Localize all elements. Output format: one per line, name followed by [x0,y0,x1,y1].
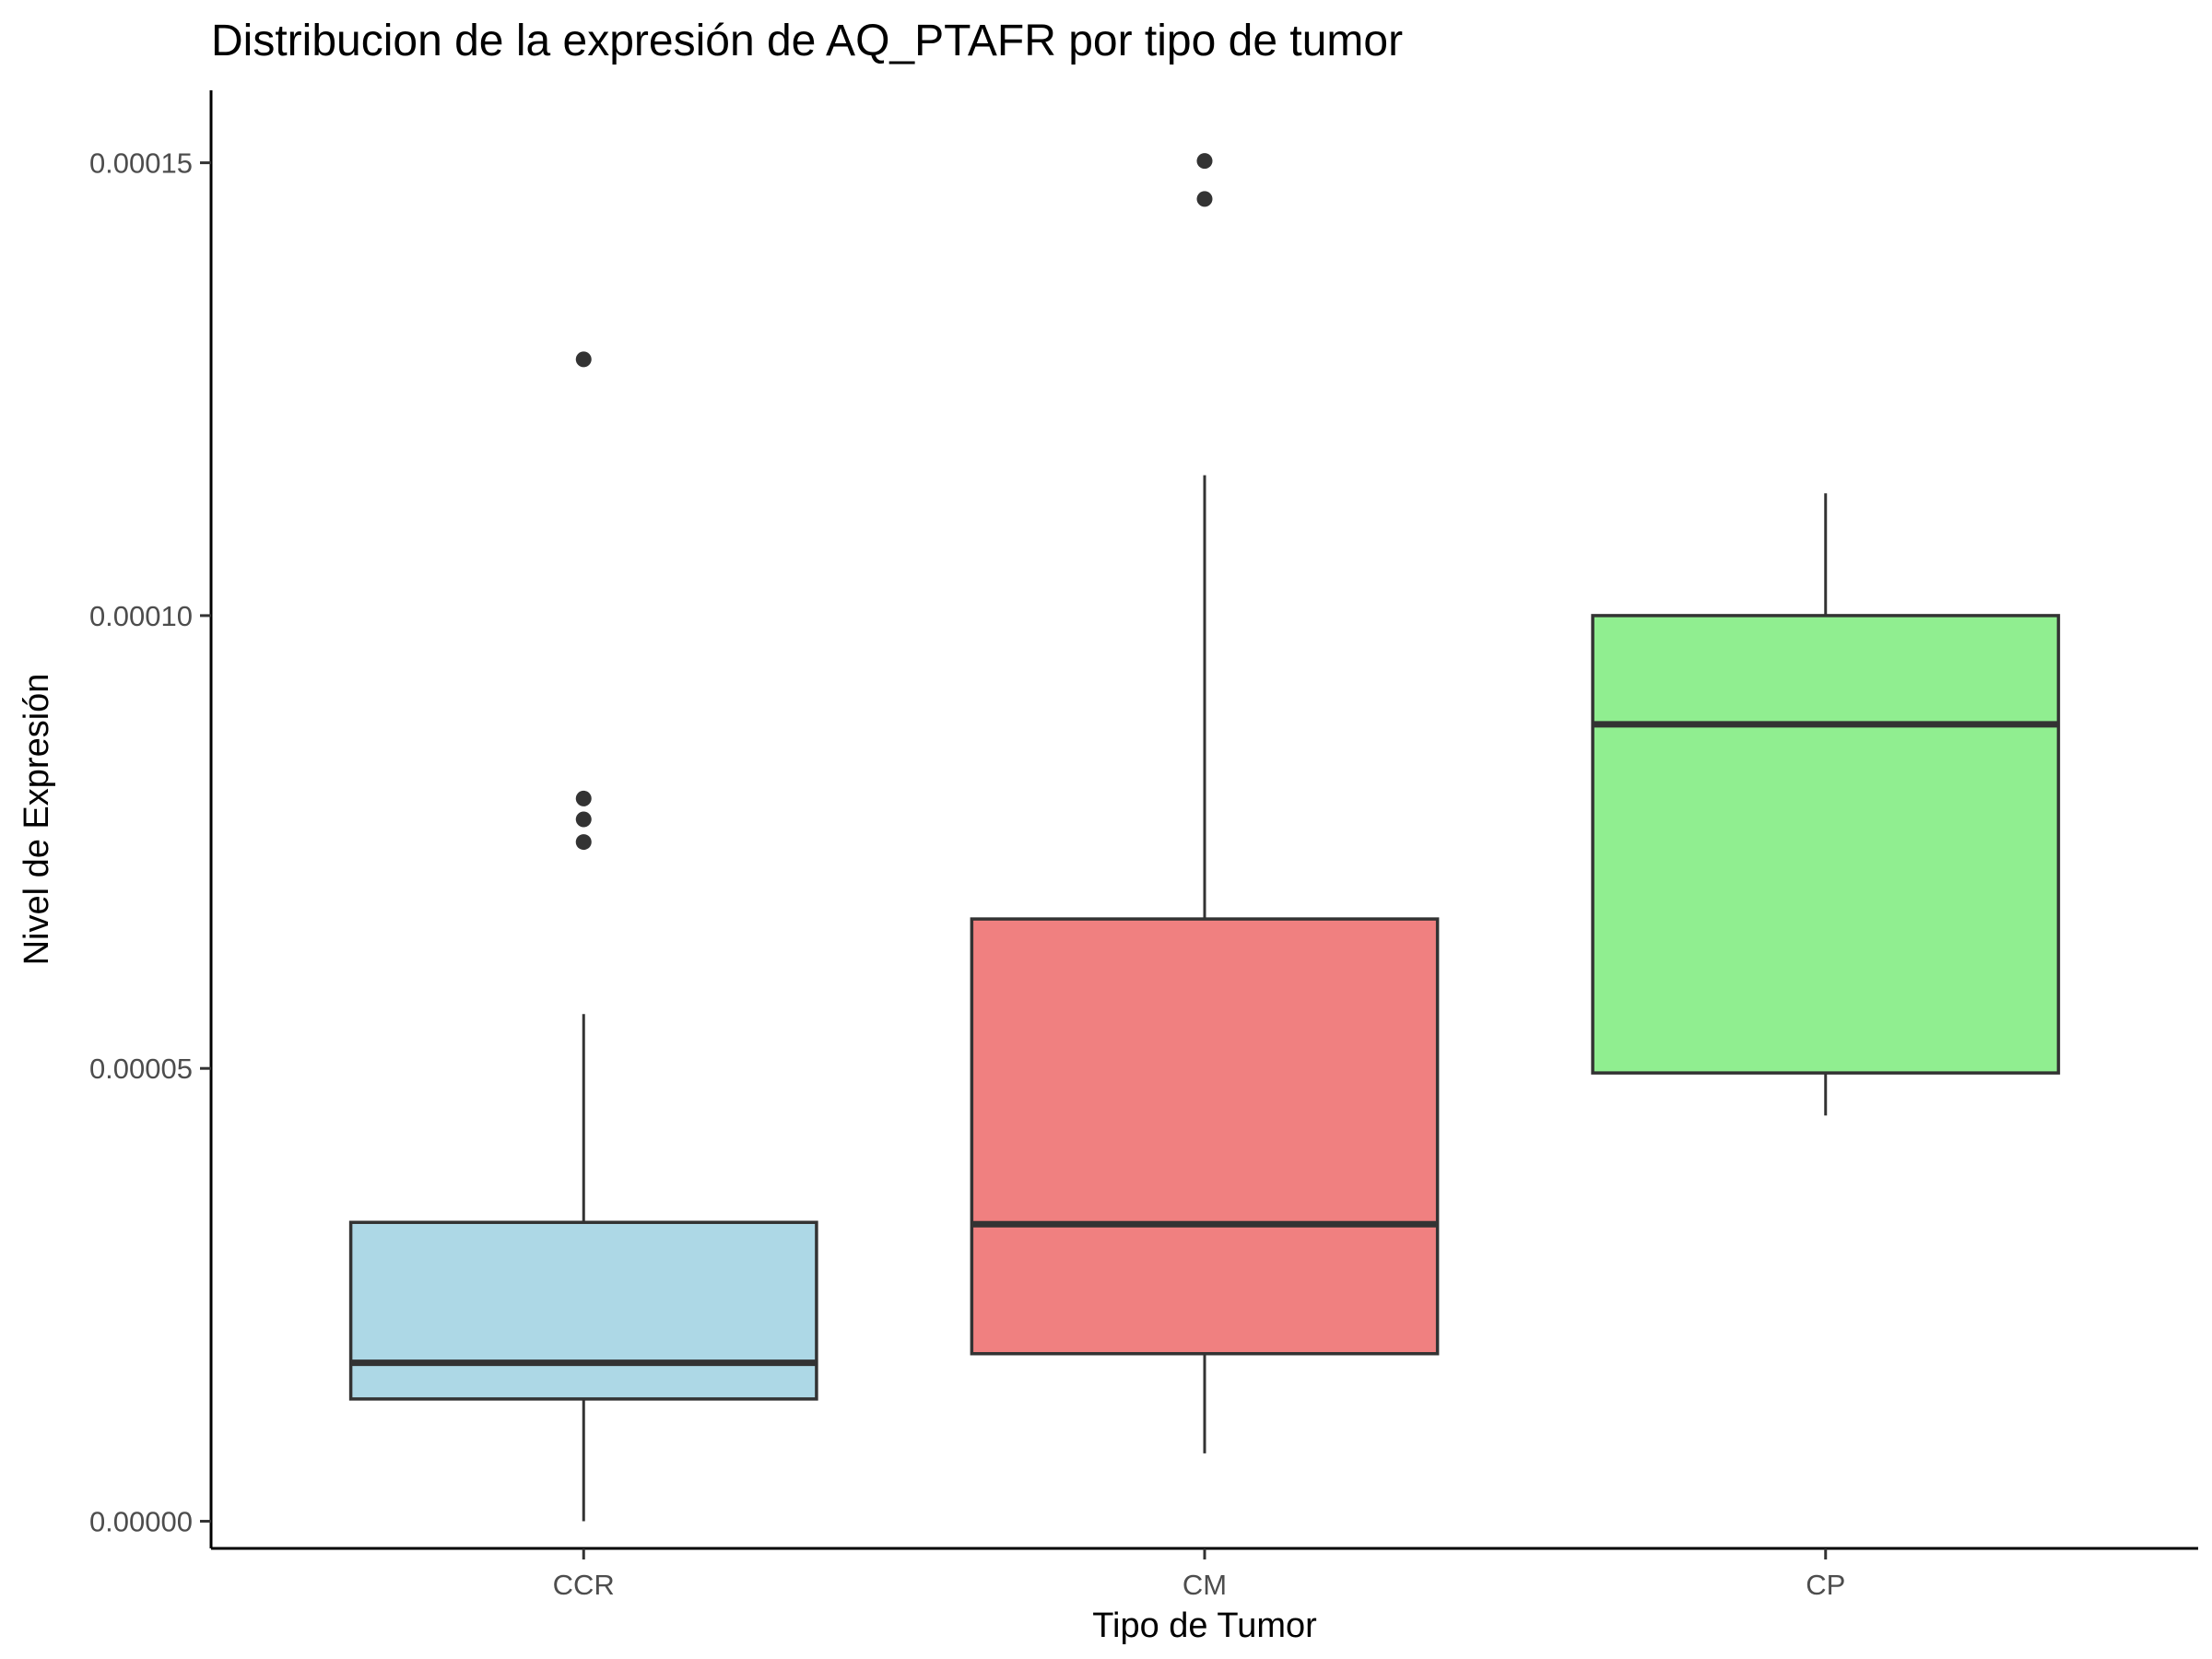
x-tick-label-cm: CM [1182,1569,1227,1601]
box-group-cm [970,153,1440,1453]
box-group-cp [1591,493,2061,1116]
y-axis-title: Nivel de Expresión [18,674,56,966]
outlier-point-ccr [575,351,592,368]
y-tick-label: 0.00005 [89,1053,193,1085]
outlier-point-ccr [575,834,592,851]
y-tick-label: 0.00015 [89,147,193,180]
x-axis-title: Tipo de Tumor [1092,1606,1317,1645]
box-cp [1591,614,2061,1075]
x-tick-label-ccr: CCR [553,1569,615,1601]
chart-title: Distribucion de la expresión de AQ_PTAFR… [211,17,1403,65]
y-axis-ticks: 0.00000 0.00005 0.00010 0.00015 [89,147,211,1538]
x-tick-label-cp: CP [1806,1569,1845,1601]
box-cm [970,917,1440,1356]
box-group-ccr [348,351,818,1522]
outlier-point-cm [1196,153,1213,170]
y-tick-label: 0.00010 [89,600,193,632]
box-ccr [348,1220,818,1401]
x-axis-ticks: CCR CM CP [553,1548,1845,1601]
outlier-point-ccr [575,790,592,806]
y-tick-label: 0.00000 [89,1506,193,1538]
plot-area [348,153,2061,1522]
outlier-point-cm [1196,191,1213,207]
outlier-point-ccr [575,811,592,828]
